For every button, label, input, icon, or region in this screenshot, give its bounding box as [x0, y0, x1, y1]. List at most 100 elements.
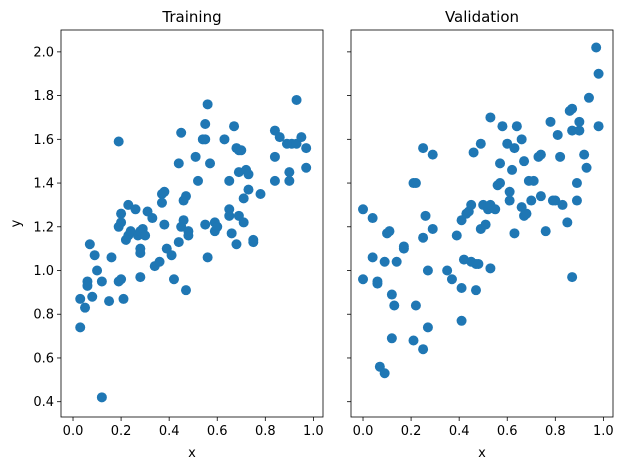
data-point: [284, 167, 295, 178]
data-point: [193, 175, 204, 186]
data-point: [422, 322, 433, 333]
data-point: [490, 204, 501, 215]
data-point: [200, 119, 211, 130]
data-point: [410, 178, 421, 189]
data-point: [442, 265, 453, 276]
x-axis-label: x: [188, 446, 196, 461]
data-point: [274, 132, 285, 143]
data-point: [408, 335, 419, 346]
data-point: [495, 158, 506, 169]
data-point: [82, 280, 93, 291]
data-point: [96, 392, 107, 403]
data-point: [135, 272, 146, 283]
data-point: [427, 223, 438, 234]
data-point: [226, 228, 237, 239]
x-tick-label: 0.2: [111, 424, 132, 439]
data-point: [269, 175, 280, 186]
data-point: [205, 158, 216, 169]
data-point: [497, 121, 508, 132]
data-point: [519, 156, 530, 167]
data-point: [446, 274, 457, 285]
data-point: [219, 134, 230, 145]
data-point: [502, 138, 513, 149]
y-tick-label: 1.4: [33, 177, 54, 192]
data-point: [410, 300, 421, 311]
data-point: [358, 274, 369, 285]
data-point: [243, 184, 254, 195]
data-point: [550, 195, 561, 206]
data-point: [358, 204, 369, 215]
data-point: [75, 322, 86, 333]
data-point: [485, 112, 496, 123]
x-tick-label: 1.0: [593, 424, 614, 439]
data-point: [224, 175, 235, 186]
data-point: [180, 191, 191, 202]
data-point: [168, 274, 179, 285]
data-point: [125, 226, 136, 237]
data-point: [183, 230, 194, 241]
data-point: [552, 129, 563, 140]
data-point: [398, 241, 409, 252]
y-tick-label: 1.2: [33, 220, 54, 235]
x-tick-label: 0.2: [401, 424, 422, 439]
data-point: [509, 228, 520, 239]
y-tick-label: 1.6: [33, 133, 54, 148]
data-point: [545, 116, 556, 127]
data-point: [504, 195, 515, 206]
data-point: [581, 162, 592, 173]
x-tick-label: 0.0: [63, 424, 84, 439]
data-point: [123, 199, 134, 210]
data-point: [231, 239, 242, 250]
data-point: [190, 151, 201, 162]
data-point: [200, 219, 211, 230]
data-point: [96, 276, 107, 287]
data-point: [571, 195, 582, 206]
y-tick-label: 0.4: [33, 395, 54, 410]
data-point: [135, 243, 146, 254]
data-point: [89, 250, 100, 261]
data-point: [591, 42, 602, 53]
data-point: [574, 125, 585, 136]
data-point: [130, 204, 141, 215]
data-point: [367, 213, 378, 224]
data-point: [495, 178, 506, 189]
axes-frame: [350, 29, 614, 418]
data-point: [384, 226, 395, 237]
data-point: [466, 199, 477, 210]
data-point: [75, 293, 86, 304]
data-point: [593, 68, 604, 79]
data-point: [485, 263, 496, 274]
x-tick-label: 0.8: [545, 424, 566, 439]
x-tick-label: 0.4: [449, 424, 470, 439]
data-point: [528, 175, 539, 186]
data-point: [180, 285, 191, 296]
data-point: [238, 193, 249, 204]
data-point: [154, 256, 165, 267]
data-point: [301, 143, 312, 154]
data-point: [176, 127, 187, 138]
data-point: [418, 232, 429, 243]
data-point: [80, 302, 91, 313]
data-point: [418, 143, 429, 154]
data-point: [140, 230, 151, 241]
data-point: [427, 149, 438, 160]
data-point: [291, 94, 302, 105]
y-tick-label: 1.0: [33, 264, 54, 279]
data-point: [507, 164, 518, 175]
data-point: [516, 134, 527, 145]
data-point: [535, 149, 546, 160]
data-point: [470, 285, 481, 296]
data-point: [379, 368, 390, 379]
data-point: [521, 208, 532, 219]
data-point: [212, 221, 223, 232]
data-point: [391, 256, 402, 267]
x-tick-label: 1.0: [303, 424, 324, 439]
data-point: [84, 239, 95, 250]
data-point: [106, 252, 117, 263]
data-point: [113, 221, 124, 232]
data-point: [159, 186, 170, 197]
data-point: [173, 237, 184, 248]
data-point: [116, 274, 127, 285]
data-point: [475, 138, 486, 149]
data-point: [229, 121, 240, 132]
